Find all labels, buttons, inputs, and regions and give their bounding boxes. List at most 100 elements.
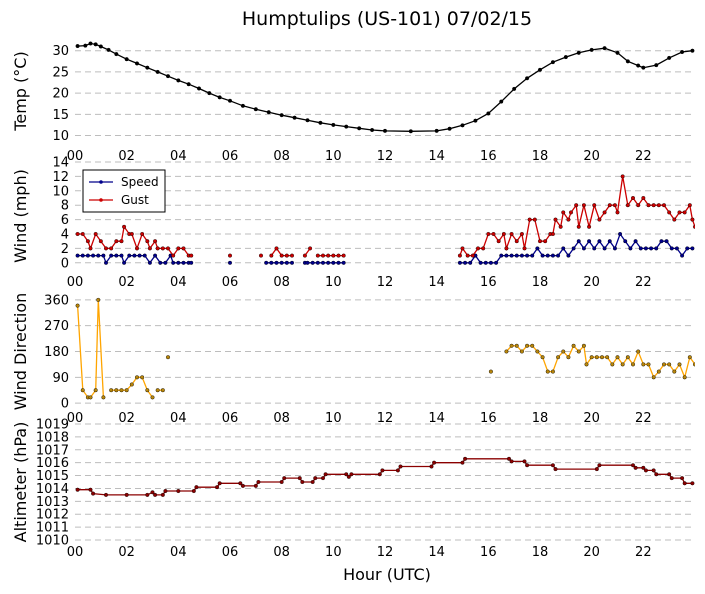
data-point	[119, 388, 124, 393]
y-tick-label: 360	[44, 293, 69, 308]
x-tick-label: 06	[222, 545, 239, 560]
data-point	[662, 362, 667, 367]
data-point	[134, 246, 139, 251]
data-point	[491, 231, 496, 236]
data-point	[80, 388, 85, 393]
data-point	[693, 224, 695, 229]
data-point	[331, 253, 336, 258]
data-point	[662, 203, 667, 208]
data-point	[651, 203, 656, 208]
data-point	[525, 253, 530, 258]
legend-marker	[99, 198, 103, 202]
data-point	[633, 239, 638, 244]
data-point	[592, 246, 597, 251]
data-point	[667, 472, 672, 477]
data-point	[545, 369, 550, 374]
y-tick-label: 1014	[36, 482, 69, 497]
data-point	[509, 231, 514, 236]
data-point	[631, 195, 636, 200]
data-point	[623, 239, 628, 244]
data-point	[344, 472, 349, 477]
x-tick-label: 00	[67, 275, 84, 290]
y-tick-label: 8	[61, 199, 69, 214]
data-point	[408, 129, 413, 134]
data-point	[651, 468, 656, 473]
x-tick-label: 14	[428, 411, 445, 426]
data-point	[80, 253, 85, 258]
data-point	[685, 246, 690, 251]
data-point	[667, 210, 672, 215]
data-point	[256, 480, 261, 485]
data-point	[103, 246, 108, 251]
data-point	[109, 388, 114, 393]
y-tick-label: 1015	[36, 469, 69, 484]
data-point	[576, 50, 581, 55]
data-point	[103, 492, 108, 497]
data-point	[176, 489, 181, 494]
data-point	[641, 465, 646, 470]
data-point	[509, 459, 514, 464]
y-axis-title: Temp (°C)	[11, 51, 30, 131]
data-point	[522, 246, 527, 251]
data-point	[532, 217, 537, 222]
data-point	[109, 253, 114, 258]
data-point	[266, 110, 271, 115]
data-point	[561, 349, 566, 354]
data-point	[189, 253, 194, 258]
y-tick-label: 270	[44, 319, 69, 334]
data-point	[519, 253, 524, 258]
data-point	[279, 253, 284, 258]
data-point	[227, 253, 232, 258]
data-point	[636, 203, 641, 208]
data-point	[615, 355, 620, 360]
y-tick-label: 1018	[36, 430, 69, 445]
x-tick-label: 00	[67, 149, 84, 164]
data-point	[543, 239, 548, 244]
data-point	[429, 464, 434, 469]
data-point	[155, 388, 160, 393]
legend-label: Gust	[121, 193, 149, 207]
data-point	[88, 41, 93, 46]
data-point	[93, 388, 98, 393]
data-point	[274, 260, 279, 265]
data-point	[331, 122, 336, 127]
data-point	[620, 362, 625, 367]
data-point	[571, 343, 576, 348]
data-point	[566, 355, 571, 360]
y-tick-label: 1013	[36, 495, 69, 510]
data-point	[153, 492, 158, 497]
data-point	[556, 253, 561, 258]
data-point	[163, 260, 168, 265]
series-line	[111, 376, 154, 398]
y-tick-label: 10	[52, 129, 69, 144]
data-point	[519, 231, 524, 236]
data-point	[434, 128, 439, 133]
data-point	[103, 260, 108, 265]
data-point	[457, 253, 462, 258]
data-point	[576, 349, 581, 354]
data-point	[618, 231, 623, 236]
data-point	[592, 203, 597, 208]
data-point	[290, 253, 295, 258]
data-point	[189, 260, 194, 265]
data-point	[176, 246, 181, 251]
data-point	[514, 253, 519, 258]
x-tick-label: 18	[532, 545, 549, 560]
data-point	[282, 476, 287, 481]
data-point	[80, 231, 85, 236]
data-point	[589, 47, 594, 52]
data-point	[667, 362, 672, 367]
data-point	[649, 246, 654, 251]
data-point	[349, 472, 354, 477]
x-tick-label: 10	[325, 545, 342, 560]
data-point	[85, 239, 90, 244]
data-point	[571, 246, 576, 251]
data-point	[147, 260, 152, 265]
data-point	[507, 456, 512, 461]
data-point	[525, 76, 530, 81]
data-point	[269, 253, 274, 258]
legend-box	[82, 169, 166, 213]
data-point	[305, 118, 310, 123]
x-tick-label: 20	[583, 545, 600, 560]
data-point	[313, 476, 318, 481]
